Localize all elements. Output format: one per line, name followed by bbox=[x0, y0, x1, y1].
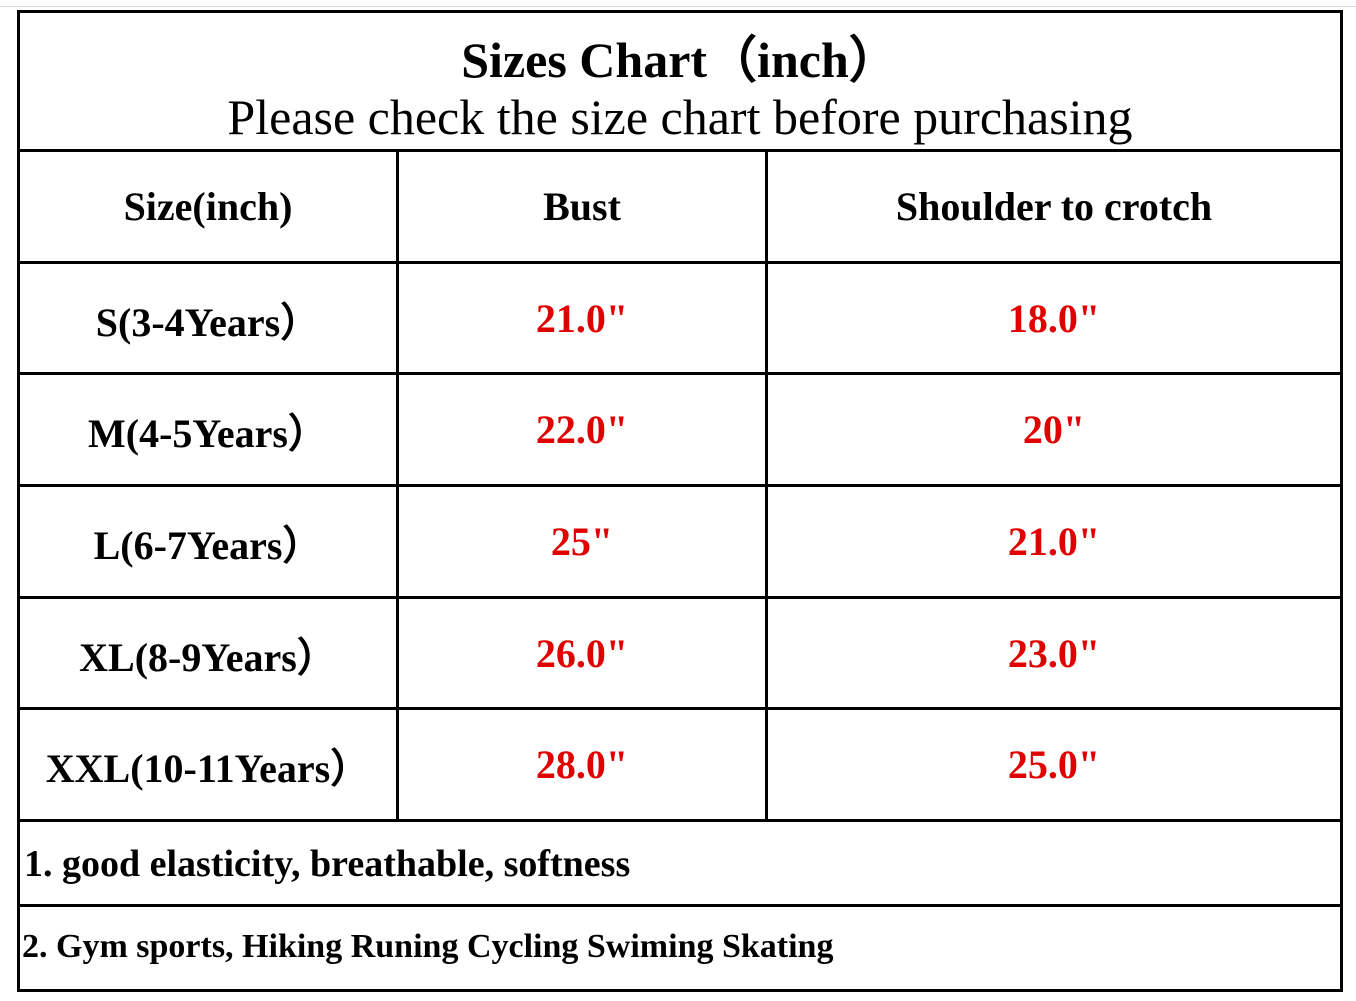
measurement: 22.0" bbox=[535, 407, 629, 452]
column-header: Shoulder to crotch bbox=[895, 184, 1213, 229]
size-label: M(4-5Years） bbox=[88, 410, 328, 456]
row-line bbox=[17, 261, 1343, 264]
measurement: 28.0" bbox=[535, 742, 629, 787]
size-label: L(6-7Years） bbox=[93, 522, 323, 568]
sheet-grid bbox=[0, 6, 1356, 7]
col-line bbox=[396, 150, 399, 822]
note: 1. good elasticity, breathable, softness bbox=[24, 843, 631, 885]
row-line bbox=[17, 707, 1343, 710]
measurement: 25.0" bbox=[1007, 742, 1101, 787]
measurement: 20" bbox=[1022, 407, 1086, 452]
row-line bbox=[17, 596, 1343, 599]
column-header: Bust bbox=[543, 184, 621, 229]
row-line bbox=[17, 904, 1343, 907]
column-header: Size(inch) bbox=[123, 184, 293, 229]
table-frame bbox=[17, 10, 1343, 992]
measurement: 21.0" bbox=[1007, 519, 1101, 564]
size-label: XL(8-9Years） bbox=[79, 634, 337, 680]
measurement: 26.0" bbox=[535, 631, 629, 676]
subtitle: Please check the size chart before purch… bbox=[227, 89, 1133, 145]
row-line bbox=[17, 484, 1343, 487]
measurement: 21.0" bbox=[535, 296, 629, 341]
note: 2. Gym sports, Hiking Runing Cycling Swi… bbox=[22, 928, 834, 965]
size-label: XXL(10-11Years） bbox=[45, 745, 371, 791]
row-line bbox=[17, 372, 1343, 375]
measurement: 18.0" bbox=[1007, 296, 1101, 341]
measurement: 23.0" bbox=[1007, 631, 1101, 676]
title: Sizes Chart（inch） bbox=[461, 32, 899, 88]
row-line bbox=[17, 819, 1343, 822]
size-label: S(3-4Years） bbox=[95, 299, 321, 345]
measurement: 25" bbox=[550, 519, 614, 564]
col-line bbox=[765, 150, 768, 822]
row-line bbox=[17, 149, 1343, 152]
